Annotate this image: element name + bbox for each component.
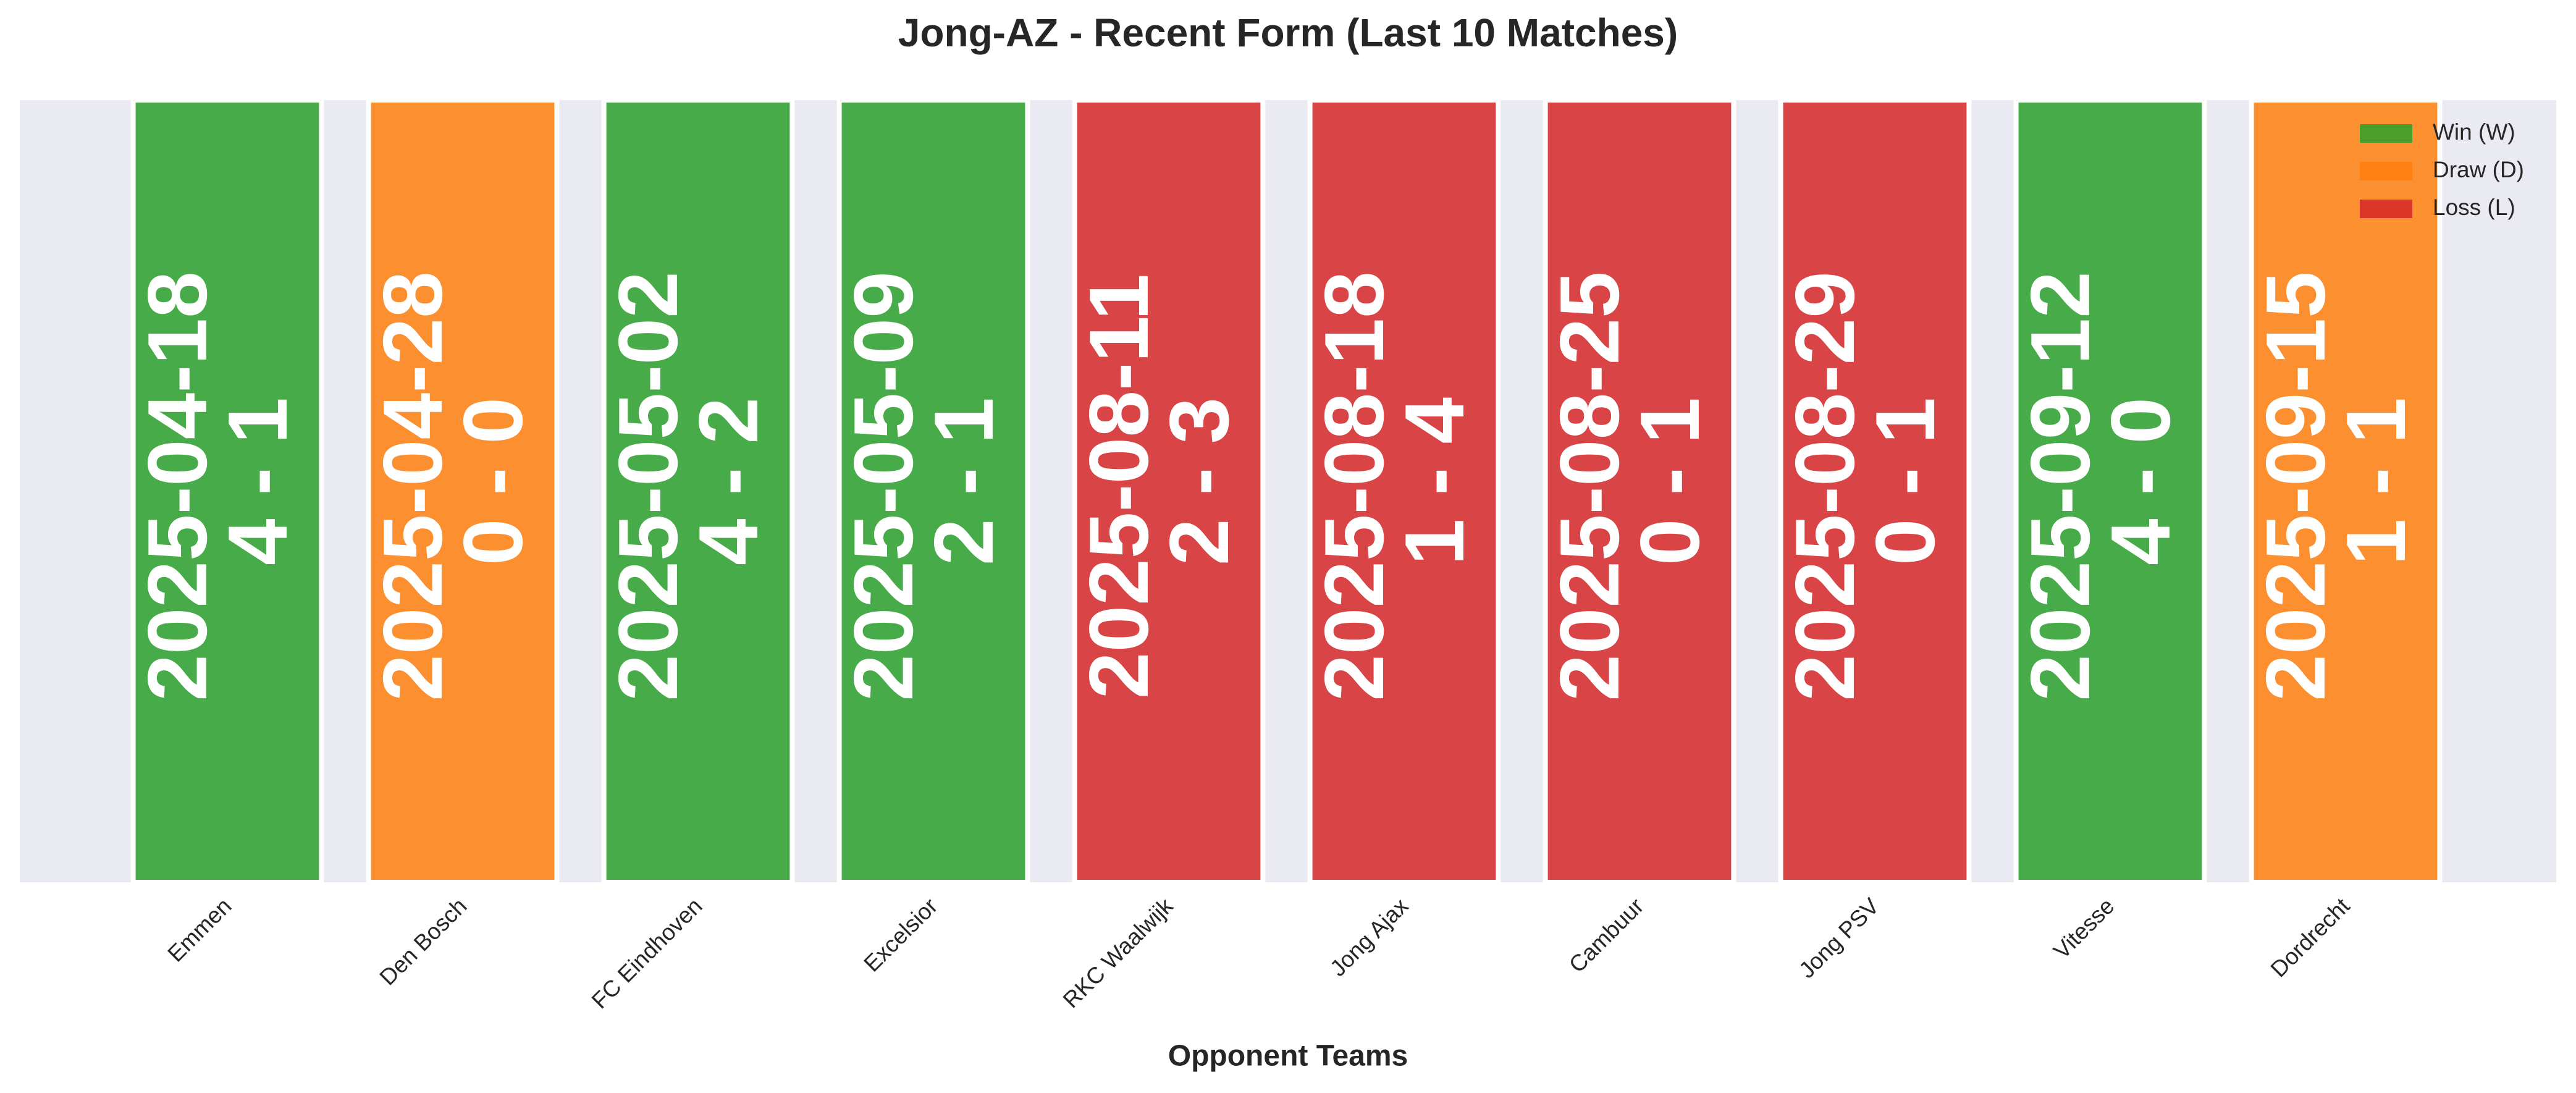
bar-date-label: 2025-09-15 <box>2249 271 2342 701</box>
bar-date-label: 2025-08-11 <box>1072 274 1166 699</box>
bar-score-label: 0 - 1 <box>1858 397 1952 565</box>
bar <box>1307 98 1501 885</box>
bar-date-label: 2025-08-25 <box>1543 271 1636 701</box>
bar <box>836 98 1030 885</box>
bar-score-label: 0 - 1 <box>1623 397 1717 565</box>
chart-title: Jong-AZ - Recent Form (Last 10 Matches) <box>898 11 1678 55</box>
legend-label: Loss (L) <box>2433 195 2515 220</box>
bar-date-label: 2025-04-28 <box>366 271 460 701</box>
bar-date-label: 2025-05-02 <box>601 271 695 701</box>
legend-label: Draw (D) <box>2433 157 2524 182</box>
bar <box>366 98 560 885</box>
bar-date-label: 2025-04-18 <box>130 271 224 701</box>
bar-score-label: 1 - 1 <box>2329 397 2423 565</box>
bar <box>2013 98 2207 885</box>
bar-score-label: 4 - 0 <box>2094 397 2187 565</box>
bar-score-label: 4 - 2 <box>681 397 775 565</box>
bar-date-label: 2025-05-09 <box>836 271 930 701</box>
bar-date-label: 2025-08-18 <box>1307 271 1401 701</box>
bar <box>1072 98 1266 885</box>
bar-date-label: 2025-08-29 <box>1778 271 1872 701</box>
legend-swatch <box>2360 124 2412 143</box>
bar <box>601 98 795 885</box>
bar <box>130 98 324 885</box>
bar <box>1778 98 1972 885</box>
bar-score-label: 2 - 1 <box>917 397 1011 565</box>
legend-swatch <box>2360 162 2412 180</box>
legend-swatch <box>2360 200 2412 218</box>
bar-score-label: 2 - 3 <box>1152 397 1246 565</box>
legend-label: Win (W) <box>2433 119 2515 145</box>
x-axis-label: Opponent Teams <box>1168 1040 1408 1073</box>
bar-score-label: 1 - 4 <box>1387 397 1481 565</box>
bar-score-label: 4 - 1 <box>211 397 305 565</box>
bar-score-label: 0 - 0 <box>446 397 540 565</box>
bar-date-label: 2025-09-12 <box>2013 271 2107 701</box>
bar <box>1543 98 1736 885</box>
bar <box>2249 98 2443 885</box>
